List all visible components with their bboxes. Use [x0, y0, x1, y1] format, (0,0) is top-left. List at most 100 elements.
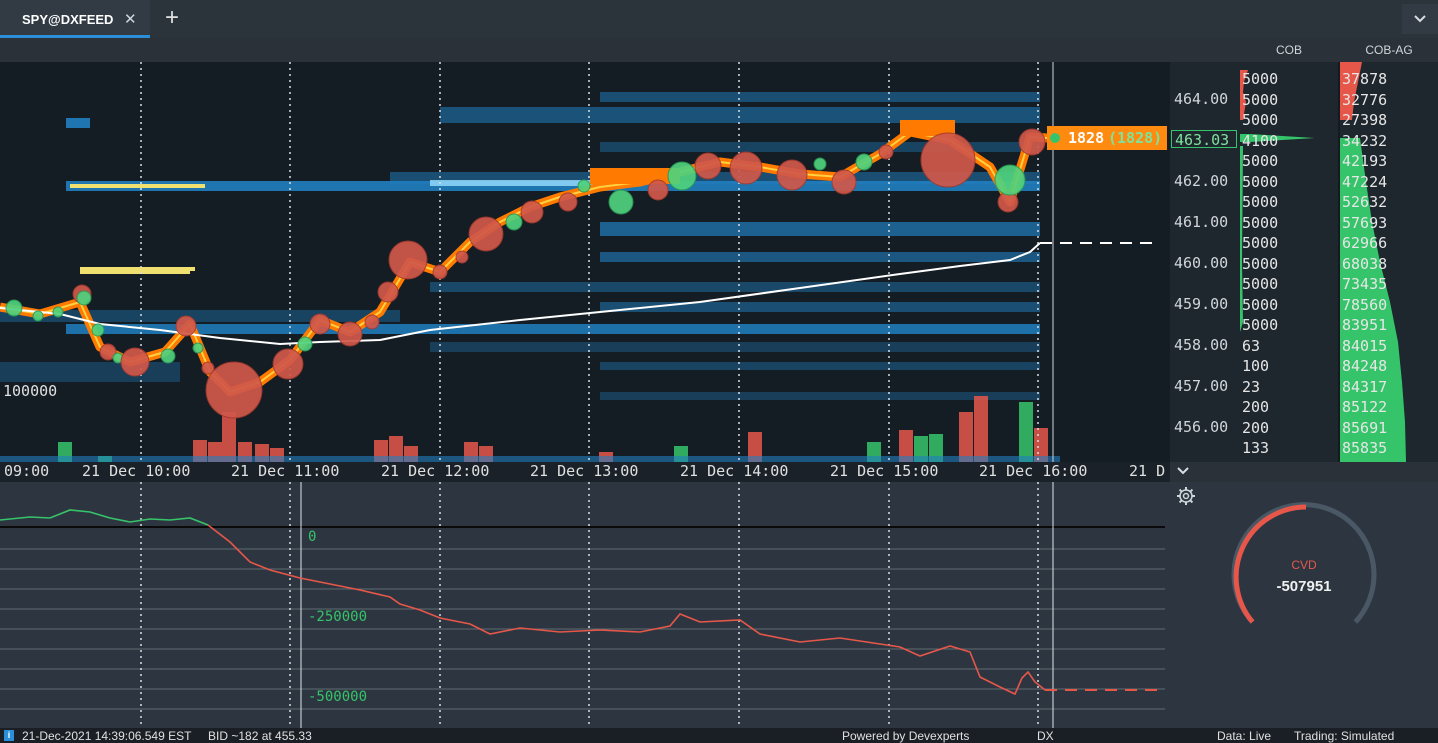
volume-bar [929, 434, 943, 462]
cob_ag-row: 62966 [1342, 234, 1388, 252]
buy-bubble [91, 323, 105, 337]
last-trade-box [1047, 126, 1167, 150]
buy-bubble [855, 153, 873, 171]
cob_ag-row: 34232 [1342, 131, 1388, 150]
close-icon[interactable]: ✕ [124, 11, 137, 28]
buy-bubble [32, 310, 44, 322]
buy-bubble [505, 213, 523, 231]
sell-bubble [520, 200, 544, 224]
cob-row: 5000 [1242, 213, 1279, 232]
cob_ag-row: 57693 [1342, 213, 1388, 232]
gauge-value: -507951 [1276, 578, 1332, 595]
price-label: 461.00 [1174, 213, 1229, 231]
heatmap-layer [0, 92, 1040, 400]
heatmap-band [440, 107, 1040, 123]
status-powered-by: Powered by Devexperts [842, 729, 970, 743]
volume-scale-label: 100000 [3, 382, 58, 400]
sell-bubble [729, 151, 763, 185]
cvd-chart[interactable]: 0 -250000 -500000 [0, 482, 1170, 728]
volume-bar [1019, 402, 1033, 462]
heatmap-hotspot [430, 180, 600, 186]
sell-bubble [776, 159, 808, 191]
cob-bars [1240, 70, 1315, 332]
heatmap-band [66, 118, 90, 128]
sell-bubble [388, 240, 428, 280]
cob_ag-row: 84317 [1342, 377, 1388, 396]
tab-title: SPY@DXFEED [22, 12, 114, 27]
sell-bubble [694, 152, 722, 180]
buy-bubble [608, 189, 634, 215]
price-label: 459.00 [1174, 295, 1229, 313]
sell-bubble [364, 314, 380, 330]
cob-row: 133 [1242, 439, 1270, 457]
heatmap-band [0, 362, 180, 382]
sell-bubble [309, 313, 331, 335]
cob-row: 5000 [1242, 254, 1279, 273]
add-tab-button[interactable]: + [164, 4, 179, 31]
buy-bubble [813, 157, 827, 171]
cob-row: 200 [1242, 418, 1270, 437]
trail-block [590, 168, 680, 184]
sell-bubble [558, 192, 578, 212]
heatmap-svg [0, 62, 1167, 462]
tab-bar: SPY@DXFEED ✕ + [0, 0, 1438, 38]
cob_ag-row: 84248 [1342, 357, 1388, 375]
heatmap-band [600, 362, 1040, 370]
cob_ag-row: 85691 [1342, 418, 1388, 437]
buy-bubble [160, 348, 176, 364]
heatmap-band [600, 142, 1040, 152]
chevron-down-icon[interactable] [1176, 462, 1190, 483]
cob_ag-row: 47224 [1342, 172, 1388, 191]
last-trade-cumulative: (1828) [1108, 129, 1163, 147]
cob-row: 4100 [1242, 131, 1279, 150]
status-bar: i 21-Dec-2021 14:39:06.549 EST BID ~182 … [0, 728, 1438, 743]
cob_ag-row: 85835 [1342, 439, 1388, 457]
volume-bar [914, 436, 928, 462]
cob_ag-row: 37878 [1342, 70, 1388, 88]
heatmap-band [600, 222, 1040, 236]
time-label: 21 Dec 11:00 [231, 462, 340, 480]
tab-spy[interactable]: SPY@DXFEED ✕ [0, 0, 150, 38]
sell-bubble [831, 169, 857, 195]
volume-bar [899, 430, 913, 462]
cvd-gauge-panel: CVD -507951 [1170, 482, 1438, 728]
price-axis[interactable]: 464.00 462.00 461.00 460.00 459.00 458.0… [1170, 62, 1240, 462]
heatmap-band [430, 282, 1040, 292]
gear-icon[interactable] [1176, 486, 1196, 511]
vwap-line [0, 242, 1041, 346]
buy-bubble [667, 161, 697, 191]
cvd-gridlines [0, 482, 1165, 728]
time-label: 09:00 [4, 462, 50, 480]
trail-block [900, 120, 955, 136]
cob-row: 63 [1242, 336, 1261, 355]
cob-row: 5000 [1242, 234, 1279, 252]
volume-baseline [0, 456, 1060, 462]
volume-bar [959, 412, 973, 462]
last-trade-size: 1828 [1068, 129, 1105, 147]
heatmap-band [600, 92, 1040, 102]
heatmap-chart[interactable]: 1828 (1828) 100000 [0, 62, 1170, 462]
cob-row: 100 [1242, 357, 1270, 375]
cob-column[interactable]: 5000 5000 5000 4100 5000 5000 5000 5000 5000 5000… [1240, 62, 1338, 462]
heatmap-band [600, 392, 1040, 400]
cvd-axis-label: 0 [308, 529, 317, 545]
info-icon[interactable]: i [4, 730, 14, 741]
time-label: 21 Dec 10:00 [82, 462, 191, 480]
cvd-positive-line [0, 509, 209, 526]
sell-bubble [920, 132, 976, 188]
cob-ag-column[interactable]: 37878 32776 27398 34232 42193 47224 52632 57693… [1340, 62, 1438, 462]
chevron-down-icon[interactable] [1402, 4, 1438, 34]
cvd-axis-label: -500000 [308, 689, 368, 705]
cob-row: 200 [1242, 398, 1270, 416]
sell-bubble [175, 315, 197, 337]
cob-ag-bars [1340, 62, 1406, 462]
status-bid: BID ~182 at 455.33 [208, 729, 312, 743]
price-label: 456.00 [1174, 418, 1229, 436]
time-axis[interactable]: 09:00 21 Dec 10:00 21 Dec 11:00 21 Dec 1… [0, 462, 1170, 482]
sell-bubble [1018, 128, 1046, 156]
sell-bubble [205, 361, 263, 419]
price-label: 460.00 [1174, 254, 1229, 272]
buy-bubble [76, 290, 92, 306]
cob-row: 5000 [1242, 275, 1279, 293]
heatmap-hotspot [70, 184, 205, 188]
